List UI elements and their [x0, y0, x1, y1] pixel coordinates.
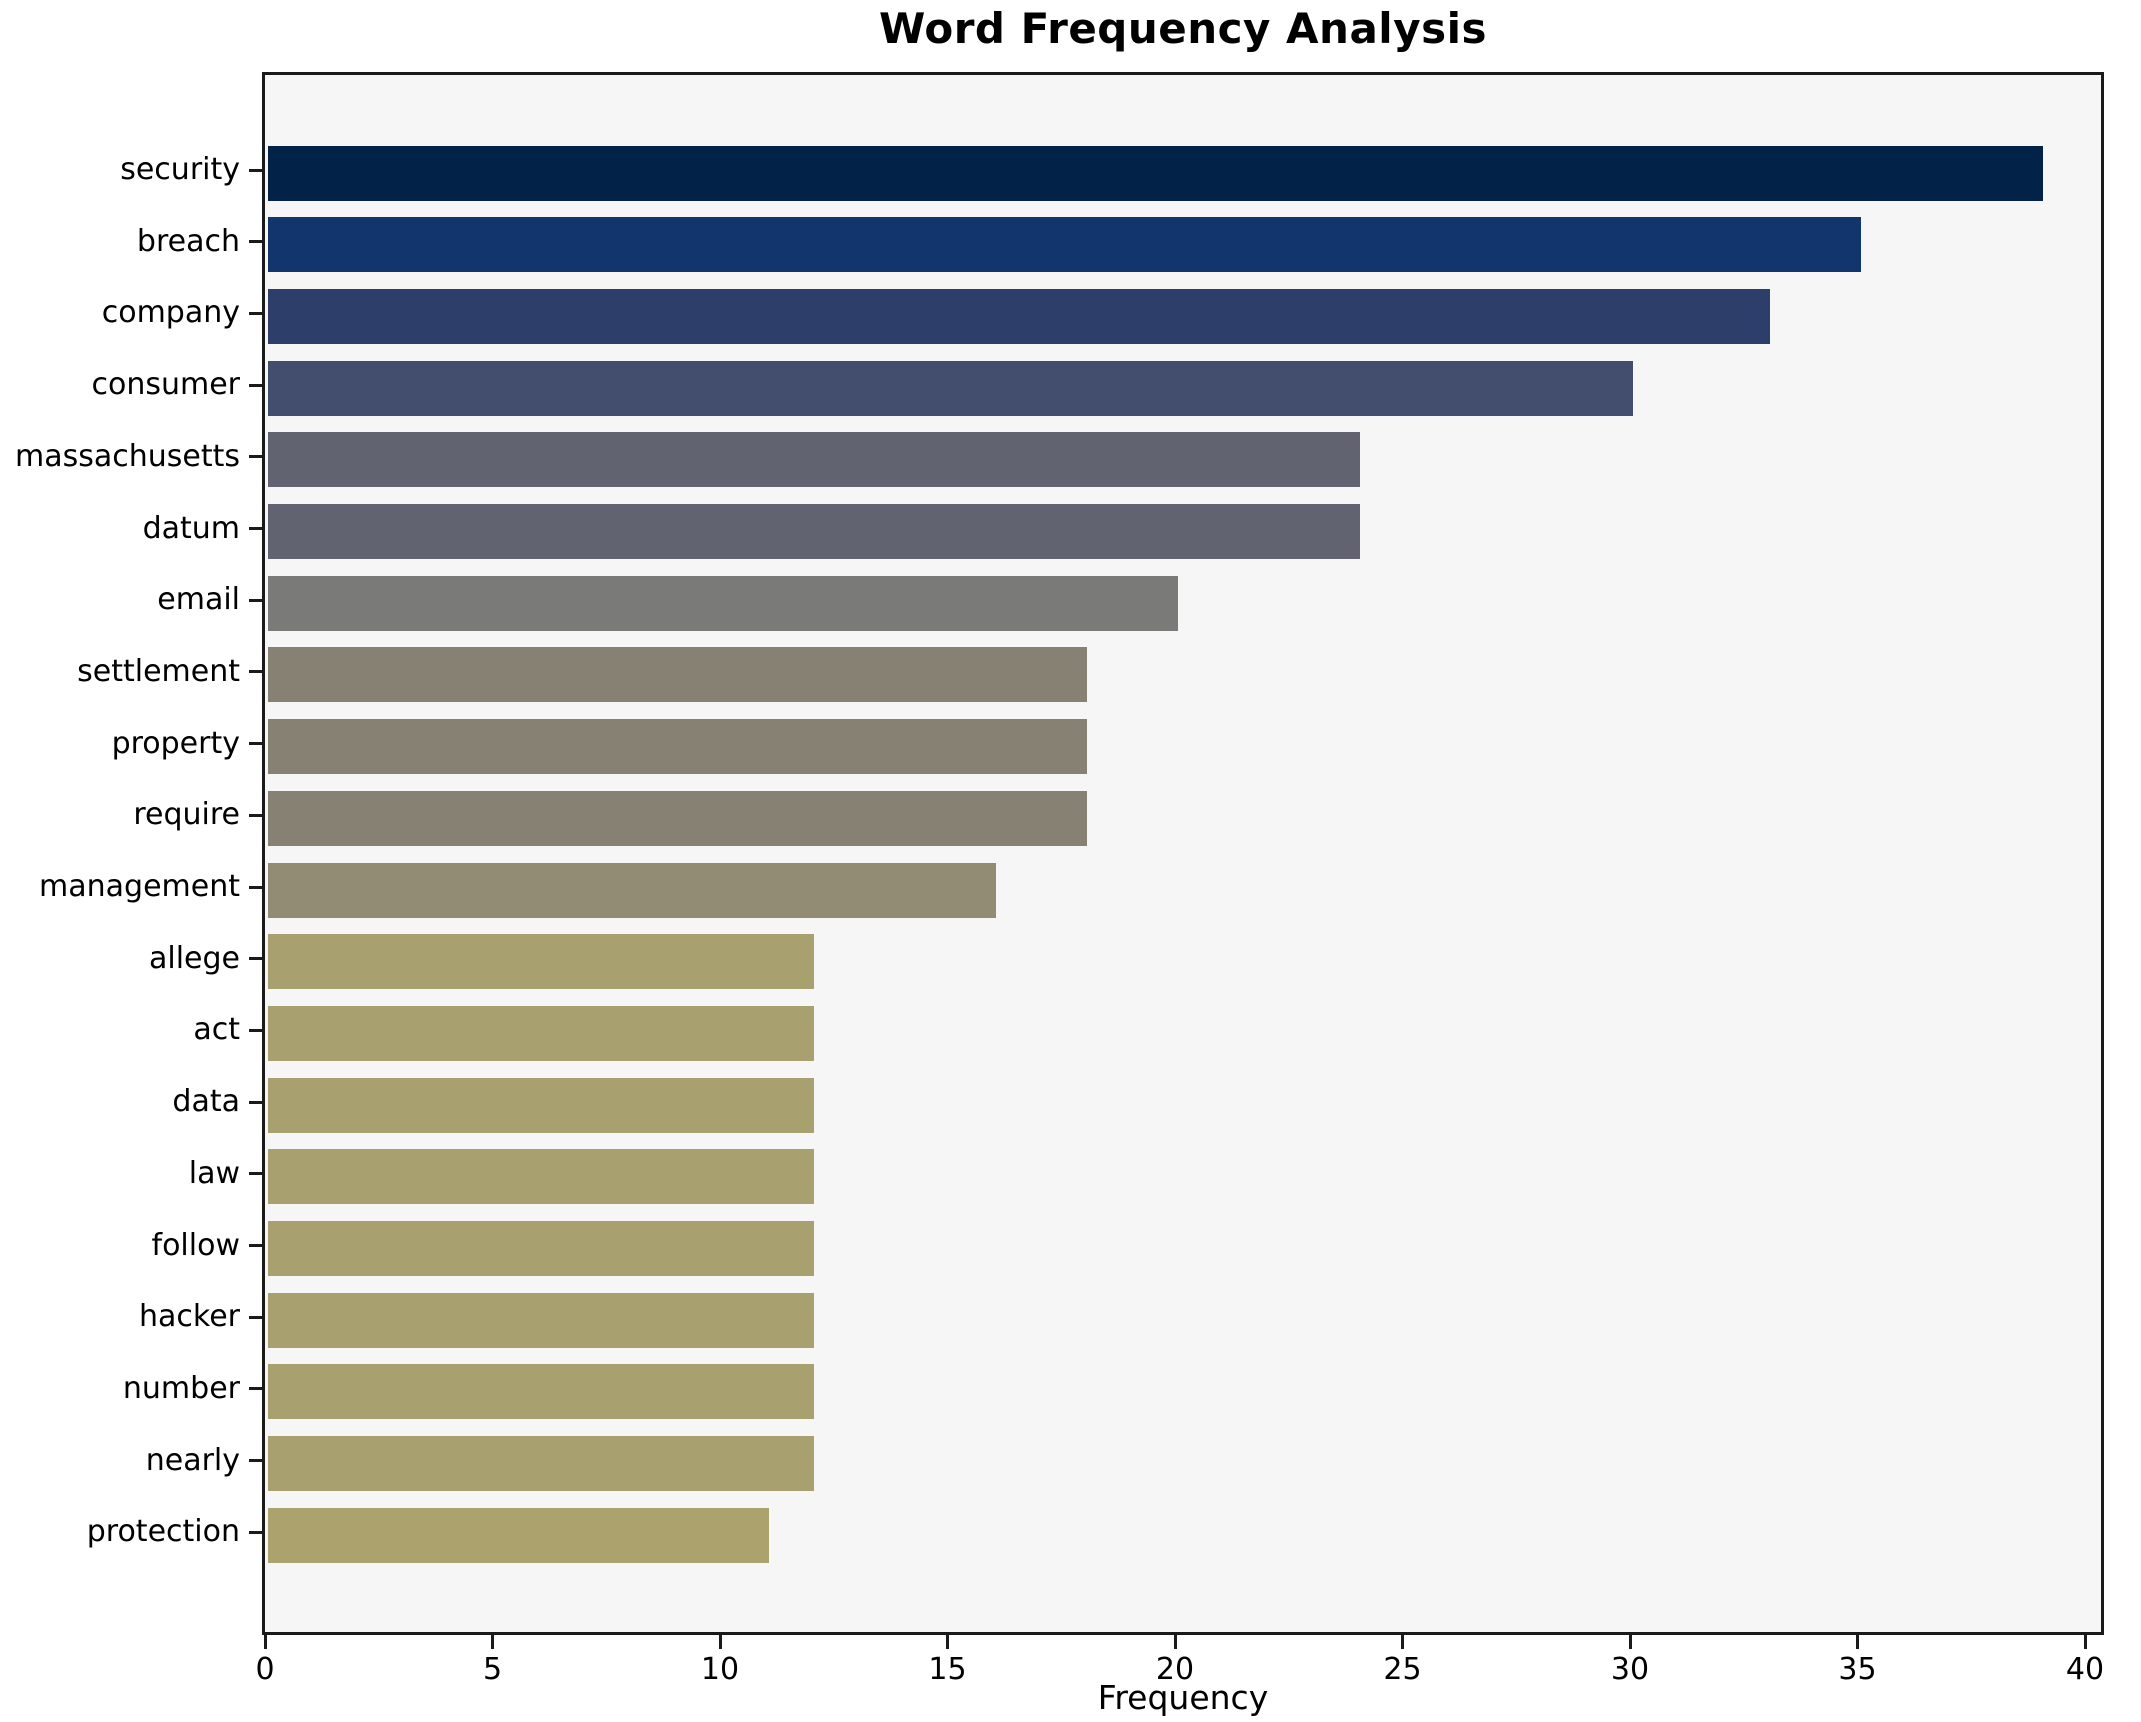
- y-tick-label-allege: allege: [148, 940, 240, 976]
- y-tick-mark: [249, 383, 262, 387]
- y-tick-mark: [249, 885, 262, 889]
- x-tick-mark: [263, 1635, 267, 1649]
- y-tick-mark: [249, 1172, 262, 1176]
- bar-data: [268, 1077, 814, 1133]
- y-tick-mark: [249, 1244, 262, 1247]
- bar-massachusetts: [268, 432, 1360, 488]
- y-tick-mark: [249, 1387, 262, 1391]
- bar-number: [268, 1364, 814, 1420]
- x-tick-label-20: 20: [1155, 1652, 1195, 1687]
- bar-settlement: [268, 647, 1087, 703]
- y-tick-mark: [249, 168, 262, 172]
- y-tick-label-property: property: [111, 725, 240, 761]
- chart-title: Word Frequency Analysis: [879, 4, 1487, 53]
- x-tick-label-35: 35: [1838, 1652, 1877, 1687]
- bar-law: [268, 1149, 814, 1205]
- y-tick-mark: [249, 311, 262, 315]
- y-tick-label-settlement: settlement: [77, 653, 240, 689]
- bar-management: [268, 862, 996, 918]
- bar-act: [268, 1005, 814, 1061]
- y-tick-mark: [249, 742, 262, 746]
- y-tick-label-breach: breach: [136, 223, 240, 259]
- y-tick-mark: [249, 527, 262, 530]
- bar-company: [268, 288, 1770, 344]
- y-tick-label-act: act: [193, 1012, 240, 1048]
- x-tick-mark: [491, 1635, 494, 1649]
- y-tick-mark: [249, 813, 262, 817]
- y-tick-label-email: email: [157, 582, 240, 618]
- y-tick-mark: [249, 1100, 262, 1104]
- x-tick-label-0: 0: [255, 1652, 275, 1687]
- y-tick-label-number: number: [122, 1370, 240, 1406]
- x-tick-mark: [1856, 1635, 1859, 1649]
- y-tick-label-protection: protection: [86, 1514, 240, 1550]
- bar-consumer: [268, 360, 1633, 416]
- y-tick-label-consumer: consumer: [91, 367, 240, 403]
- x-tick-mark: [1401, 1635, 1404, 1649]
- y-tick-mark: [249, 455, 262, 459]
- bar-protection: [268, 1507, 769, 1563]
- x-tick-label-40: 40: [2065, 1652, 2105, 1687]
- plot-area: [262, 72, 2104, 1635]
- bar-datum: [268, 504, 1360, 559]
- x-tick-label-5: 5: [482, 1652, 503, 1687]
- y-tick-mark: [249, 1530, 262, 1534]
- y-tick-label-follow: follow: [151, 1227, 240, 1263]
- x-tick-label-25: 25: [1383, 1652, 1422, 1687]
- x-tick-mark: [1173, 1635, 1177, 1649]
- bar-allege: [268, 934, 814, 990]
- x-tick-mark: [946, 1635, 949, 1649]
- y-tick-label-massachusetts: massachusetts: [14, 438, 240, 474]
- x-tick-label-15: 15: [928, 1652, 967, 1687]
- y-tick-mark: [249, 1459, 262, 1463]
- y-tick-mark: [249, 670, 262, 674]
- bar-hacker: [268, 1292, 814, 1348]
- y-tick-mark: [249, 598, 262, 602]
- x-tick-label-10: 10: [700, 1652, 740, 1687]
- y-tick-label-hacker: hacker: [139, 1299, 240, 1335]
- bar-email: [268, 575, 1178, 631]
- y-tick-label-law: law: [188, 1155, 240, 1191]
- bar-breach: [268, 217, 1861, 273]
- bar-security: [268, 145, 2043, 201]
- y-tick-mark: [249, 1315, 262, 1319]
- x-tick-label-30: 30: [1610, 1652, 1650, 1687]
- y-tick-label-security: security: [120, 152, 240, 187]
- y-tick-mark: [249, 1028, 262, 1032]
- y-tick-mark: [249, 957, 262, 961]
- bar-follow: [268, 1221, 814, 1276]
- x-tick-mark: [718, 1635, 722, 1649]
- y-tick-label-management: management: [39, 869, 240, 904]
- x-tick-mark: [1628, 1635, 1632, 1649]
- y-tick-label-require: require: [133, 797, 240, 833]
- y-tick-label-datum: datum: [142, 510, 240, 546]
- bar-property: [268, 719, 1087, 775]
- y-tick-label-company: company: [101, 295, 240, 331]
- bar-require: [268, 790, 1087, 846]
- x-axis-title: Frequency: [1097, 1678, 1269, 1717]
- y-tick-label-nearly: nearly: [145, 1442, 240, 1478]
- bar-nearly: [268, 1436, 814, 1492]
- y-tick-label-data: data: [172, 1084, 240, 1120]
- x-tick-mark: [2083, 1635, 2087, 1649]
- y-tick-mark: [249, 240, 262, 244]
